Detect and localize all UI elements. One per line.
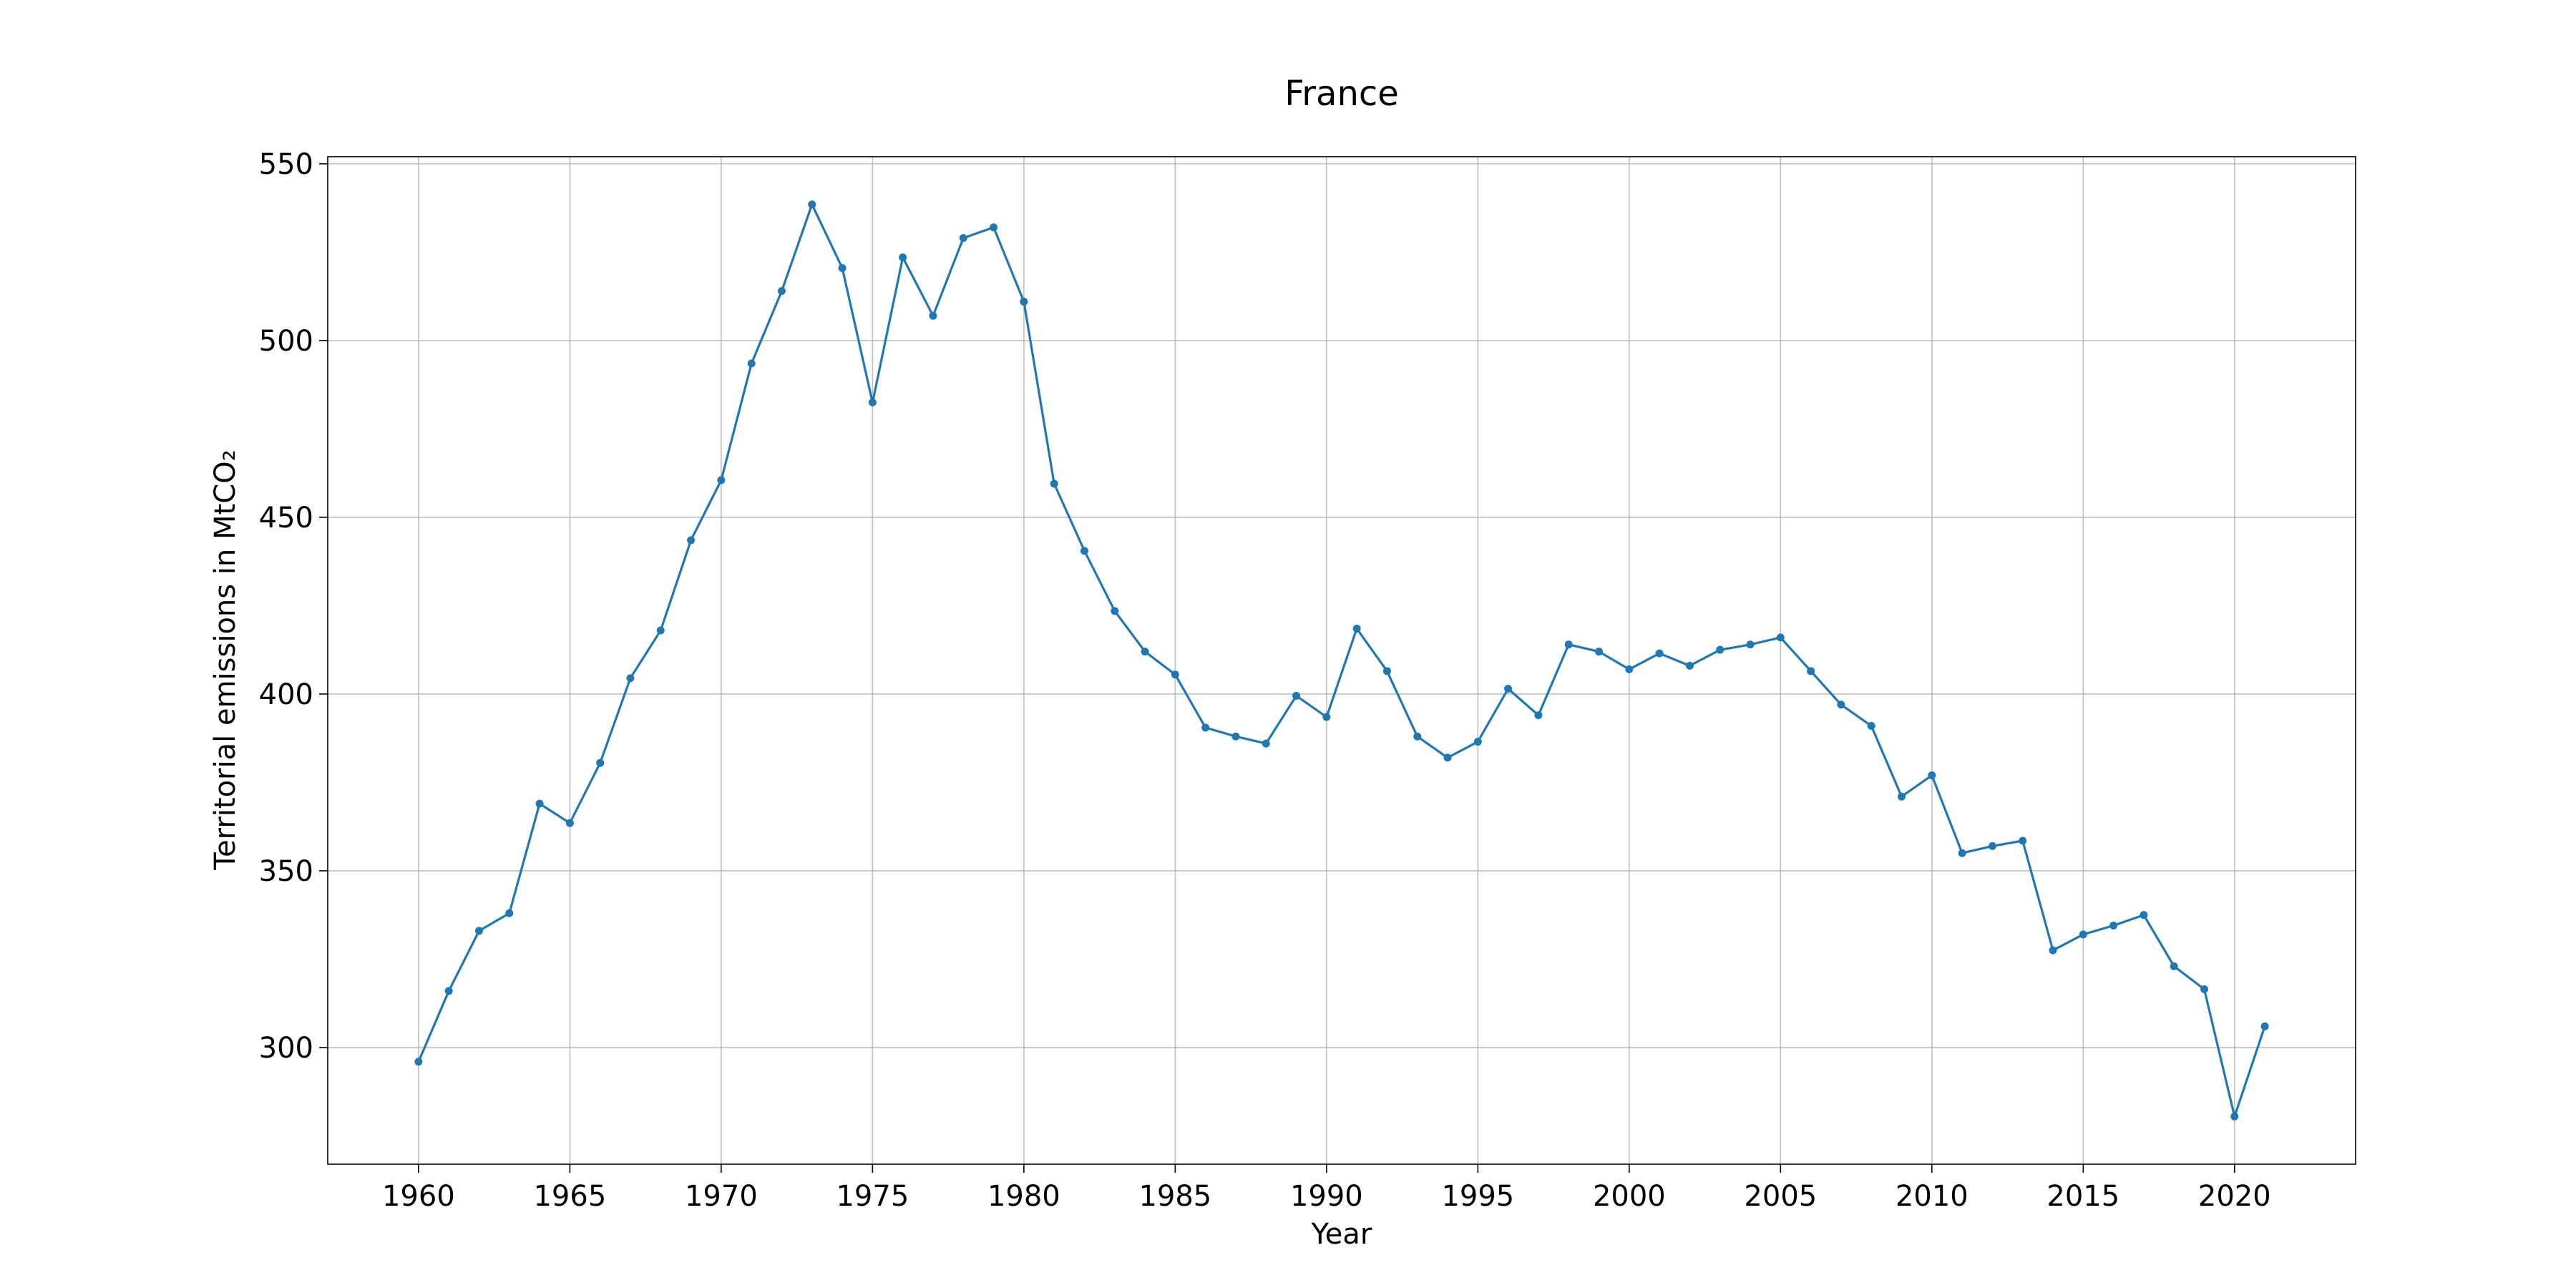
- data-point: [1716, 645, 1724, 654]
- data-point: [1443, 753, 1452, 762]
- series-line: [417, 203, 2266, 1118]
- x-tick-label: 1970: [685, 1180, 758, 1213]
- data-point: [2019, 836, 2027, 845]
- x-tick-label: 2020: [2198, 1180, 2271, 1213]
- data-point: [1050, 479, 1058, 488]
- data-point: [1655, 649, 1664, 658]
- data-point: [2079, 930, 2087, 939]
- data-point: [2049, 946, 2057, 955]
- data-point: [2109, 922, 2118, 930]
- data-point: [1292, 691, 1301, 700]
- series-layer: [414, 200, 2269, 1121]
- y-tick-label: 450: [259, 502, 313, 535]
- data-point: [1504, 685, 1513, 693]
- data-point: [1595, 648, 1604, 656]
- y-axis-label: Territorial emissions in MtCO₂: [209, 449, 242, 870]
- y-tick-label: 550: [259, 148, 313, 181]
- data-point: [2170, 962, 2178, 970]
- x-axis-label: Year: [1311, 1218, 1372, 1251]
- x-tick-label: 2000: [1593, 1180, 1666, 1213]
- data-point: [505, 909, 514, 917]
- data-point: [1231, 732, 1240, 741]
- x-tick-label: 1965: [533, 1180, 606, 1213]
- data-point: [1080, 547, 1088, 555]
- x-tick-label: 2015: [2046, 1180, 2119, 1213]
- data-point: [1837, 701, 1845, 709]
- data-point: [1473, 738, 1482, 746]
- data-point: [414, 1058, 423, 1066]
- data-point: [1988, 841, 1996, 850]
- data-point: [2200, 985, 2209, 993]
- x-tick-label: 1980: [987, 1180, 1060, 1213]
- data-point: [474, 927, 483, 935]
- x-tick-label: 1960: [382, 1180, 455, 1213]
- data-point: [2230, 1112, 2239, 1121]
- data-point: [1746, 640, 1755, 649]
- data-point: [1898, 792, 1906, 801]
- data-point: [1201, 723, 1210, 732]
- chart-title: France: [1284, 74, 1399, 114]
- data-point: [1928, 771, 1936, 780]
- data-point: [1807, 667, 1815, 675]
- x-tick-label: 1990: [1290, 1180, 1363, 1213]
- data-point: [1352, 625, 1361, 633]
- y-tick-label: 300: [259, 1032, 313, 1065]
- x-tick-label: 1975: [836, 1180, 909, 1213]
- data-point: [444, 987, 453, 995]
- data-point: [1564, 640, 1573, 649]
- data-point: [868, 398, 877, 406]
- x-tick-label: 1995: [1441, 1180, 1514, 1213]
- data-point: [1262, 739, 1270, 748]
- data-point: [838, 264, 847, 273]
- data-point: [1867, 721, 1875, 730]
- data-point: [2140, 911, 2148, 919]
- data-point: [656, 626, 665, 635]
- x-tick-label: 2005: [1744, 1180, 1817, 1213]
- data-point: [1322, 713, 1331, 721]
- data-point: [1776, 633, 1785, 642]
- data-point: [1111, 607, 1119, 615]
- data-point: [687, 536, 696, 545]
- x-axis: 1960 1965 1970 1975 1980 1985 1990 1995 2000 2005…: [382, 1164, 2271, 1213]
- y-axis: 300 350 400 450 500 550: [259, 148, 328, 1065]
- data-point: [899, 253, 907, 262]
- data-point: [1020, 298, 1028, 306]
- data-point: [596, 758, 605, 767]
- data-point: [626, 674, 635, 683]
- data-point: [808, 200, 816, 209]
- plot-frame: [327, 156, 2356, 1165]
- y-tick-label: 500: [259, 325, 313, 358]
- data-point: [959, 234, 967, 243]
- data-point: [565, 819, 574, 827]
- data-point: [535, 799, 544, 808]
- data-point: [717, 476, 726, 484]
- data-point: [1685, 661, 1694, 670]
- data-point: [747, 359, 756, 368]
- data-point: [2260, 1022, 2269, 1030]
- data-point: [1534, 711, 1543, 720]
- data-point: [1141, 648, 1149, 656]
- grid: [328, 157, 2356, 1164]
- data-point: [1958, 849, 1966, 857]
- x-tick-label: 1985: [1138, 1180, 1211, 1213]
- data-point: [1625, 665, 1634, 673]
- data-point: [1171, 670, 1179, 679]
- data-point: [1382, 667, 1391, 675]
- data-point: [1413, 732, 1422, 741]
- data-point: [929, 311, 937, 320]
- y-tick-label: 350: [259, 855, 313, 888]
- y-tick-label: 400: [259, 678, 313, 711]
- data-point: [777, 287, 786, 296]
- data-point: [990, 223, 998, 232]
- x-tick-label: 2010: [1896, 1180, 1968, 1213]
